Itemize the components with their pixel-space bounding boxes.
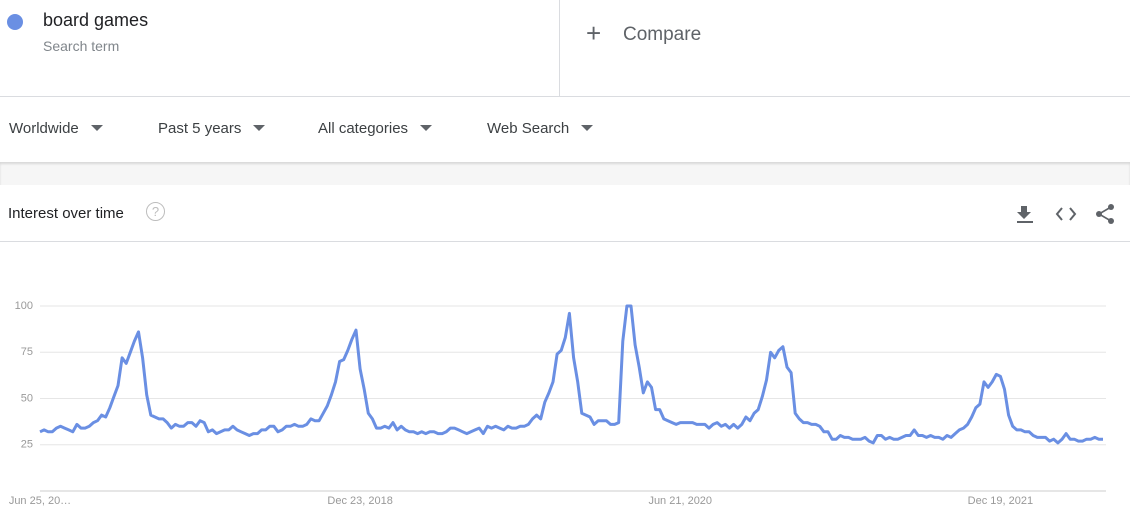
x-tick-label: Jun 25, 20… <box>9 495 71 507</box>
card-title: Interest over time <box>8 205 124 222</box>
y-tick-label: 100 <box>15 300 33 312</box>
x-tick-label: Dec 19, 2021 <box>968 495 1033 507</box>
y-tick-label: 75 <box>21 346 33 358</box>
y-tick-label: 50 <box>21 392 33 404</box>
search-term-label: Search term <box>43 38 120 54</box>
x-tick-label: Jun 21, 2020 <box>648 495 712 507</box>
divider <box>559 0 560 96</box>
share-icon[interactable] <box>1095 203 1117 225</box>
compare-button[interactable]: Compare <box>623 24 702 45</box>
download-icon[interactable] <box>1014 204 1036 224</box>
x-tick-label: Dec 23, 2018 <box>327 495 392 507</box>
embed-icon[interactable] <box>1054 204 1078 224</box>
divider <box>0 241 1130 242</box>
filter-dropdown[interactable]: Worldwide <box>9 120 103 137</box>
search-term: board games <box>43 10 149 30</box>
y-tick-label: 25 <box>21 439 33 451</box>
add-icon[interactable]: + <box>586 18 602 48</box>
help-icon[interactable]: ? <box>146 202 165 221</box>
filter-dropdown[interactable]: Web Search <box>487 120 593 137</box>
filter-dropdown[interactable]: All categories <box>318 120 432 137</box>
divider <box>0 96 1130 97</box>
trend-line <box>39 304 1103 445</box>
separator-band <box>0 162 1130 185</box>
filter-dropdown[interactable]: Past 5 years <box>158 120 265 137</box>
series-dot <box>7 14 23 30</box>
